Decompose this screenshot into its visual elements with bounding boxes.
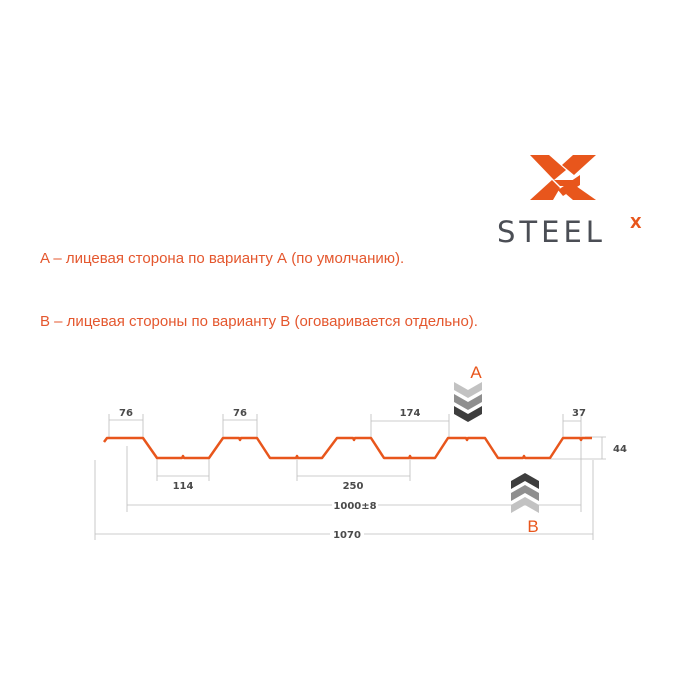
chevron-down-icon	[454, 382, 482, 422]
dim-bottom-width: 114	[173, 481, 194, 492]
profile-sheet	[103, 436, 592, 460]
dim-top-gap: 174	[400, 408, 421, 419]
dim-working-width: 1000±8	[333, 501, 376, 512]
logo-superscript: X	[630, 214, 642, 232]
dimension-lines	[94, 414, 606, 540]
logo-x-mark	[530, 155, 596, 200]
dim-total-width: 1070	[333, 530, 361, 541]
side-b-label: B	[527, 517, 538, 536]
dim-top-second: 76	[233, 408, 247, 419]
dim-height: 44	[613, 444, 627, 455]
note-side-b: B – лицевая стороны по варианту В (огова…	[40, 313, 478, 330]
logo-text: STEEL	[497, 215, 606, 249]
steelx-logo: STEEL X	[497, 155, 642, 249]
dimension-labels: 76 76 174 37 114 250 44 1000±8 1070	[119, 408, 627, 541]
note-side-a: A – лицевая сторона по варианту А (по ум…	[40, 250, 405, 267]
dim-pitch: 250	[343, 481, 364, 492]
chevron-up-icon	[511, 473, 539, 513]
side-a-label: A	[470, 363, 482, 382]
dim-edge: 37	[572, 408, 586, 419]
dim-top-left: 76	[119, 408, 133, 419]
